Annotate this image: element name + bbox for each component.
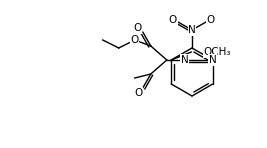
Text: O: O — [131, 35, 139, 45]
Text: O: O — [207, 15, 215, 25]
Text: N: N — [188, 25, 196, 35]
Text: N: N — [181, 55, 189, 65]
Text: O: O — [169, 15, 177, 25]
Text: O: O — [135, 88, 143, 98]
Text: OCH₃: OCH₃ — [203, 47, 231, 57]
Text: O: O — [134, 23, 142, 33]
Text: N: N — [209, 55, 217, 65]
